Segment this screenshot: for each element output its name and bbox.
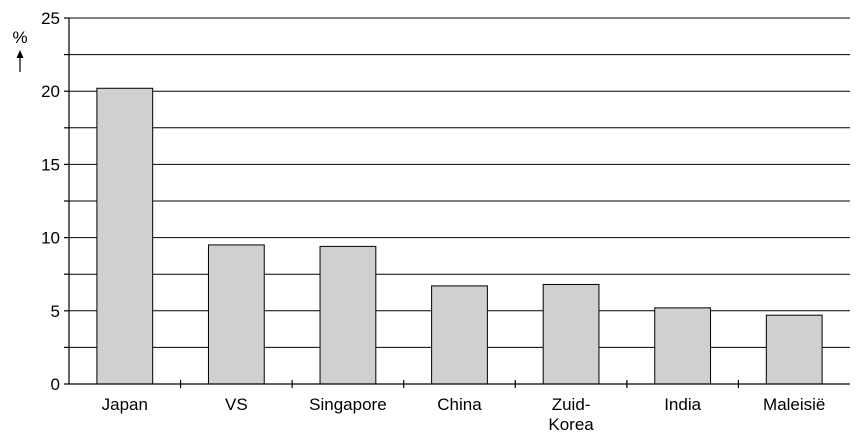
- bar: [542, 283, 600, 385]
- x-tick-label: India: [664, 395, 701, 414]
- x-tick-label: Singapore: [309, 395, 387, 414]
- y-tick-label: 15: [41, 155, 60, 174]
- y-axis-arrow-head: [16, 50, 24, 58]
- axes: [68, 18, 850, 385]
- bars: [96, 87, 823, 385]
- bar: [654, 307, 712, 385]
- y-tick-label: 20: [41, 82, 60, 101]
- bar: [96, 87, 154, 385]
- axis-ticks: [64, 17, 740, 388]
- x-tick-labels: Japan VS Singapore China Zuid-Korea India Male…: [102, 395, 826, 434]
- y-tick-label: 0: [51, 375, 60, 394]
- x-tick-label: VS: [225, 395, 248, 414]
- bar: [319, 245, 377, 385]
- gridlines: [69, 17, 850, 348]
- x-tick-label: Japan: [102, 395, 148, 414]
- x-tick-label: Zuid-Korea: [548, 395, 594, 434]
- y-axis-label: %: [12, 28, 27, 47]
- bar: [207, 244, 265, 385]
- y-tick-label: 25: [41, 9, 60, 28]
- x-tick-label: China: [437, 395, 482, 414]
- y-axis-title: %: [12, 28, 28, 72]
- y-tick-label: 5: [51, 302, 60, 321]
- bar: [431, 285, 488, 385]
- y-tick-labels: 0 5 10 15 20 25: [41, 9, 60, 394]
- bar: [765, 314, 823, 385]
- x-tick-label: Maleisië: [763, 395, 825, 414]
- y-tick-label: 10: [41, 229, 60, 248]
